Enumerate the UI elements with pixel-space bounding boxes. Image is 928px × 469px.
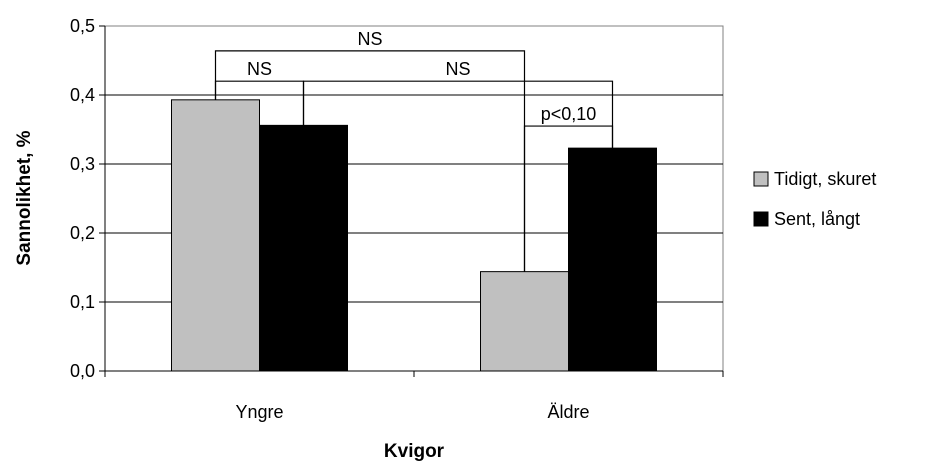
y-axis: 0,0 0,1 0,2 0,3 0,4 0,5 — [70, 16, 106, 381]
y-tick-label: 0,2 — [70, 223, 95, 243]
bar — [480, 271, 569, 372]
legend-label-tidigt-skuret: Tidigt, skuret — [774, 169, 876, 189]
x-tick-label: Äldre — [547, 402, 589, 422]
legend-label-sent-langt: Sent, långt — [774, 209, 860, 229]
y-tick-label: 0,5 — [70, 16, 95, 36]
significance-label: NS — [445, 59, 470, 79]
y-tick-label: 0,1 — [70, 292, 95, 312]
legend-swatch-tidigt-skuret — [753, 171, 769, 187]
significance-label: NS — [247, 59, 272, 79]
x-tick-label: Yngre — [235, 402, 283, 422]
x-axis: Yngre Äldre — [104, 370, 724, 422]
x-axis-title: Kvigor — [384, 441, 445, 462]
y-tick-label: 0,3 — [70, 154, 95, 174]
legend-swatch-sent-langt — [753, 211, 769, 227]
bar — [171, 99, 260, 372]
significance-label: NS — [357, 29, 382, 49]
significance-bracket — [302, 80, 614, 149]
legend: Tidigt, skuret Sent, långt — [753, 169, 876, 229]
significance-bracket — [523, 125, 614, 272]
bar — [259, 124, 348, 372]
y-axis-title: Sannolikhet, % — [14, 130, 35, 265]
y-tick-label: 0,0 — [70, 361, 95, 381]
significance-label: p<0,10 — [541, 104, 597, 124]
bar — [568, 147, 657, 372]
significance-brackets: NS NS NS p<0,10 — [214, 29, 614, 272]
y-tick-label: 0,4 — [70, 85, 95, 105]
